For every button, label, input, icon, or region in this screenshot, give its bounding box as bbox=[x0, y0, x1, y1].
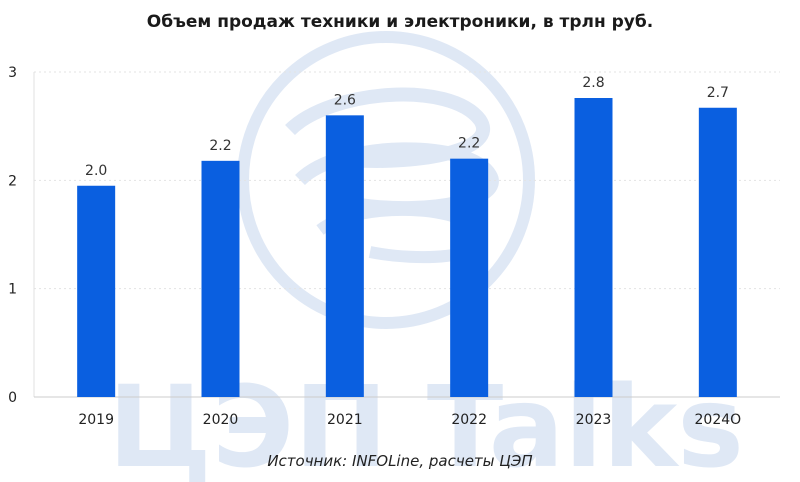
x-tick-label: 2023 bbox=[576, 412, 612, 428]
source-note: Источник: INFOLine, расчеты ЦЭП bbox=[267, 452, 533, 470]
bar-2021 bbox=[325, 115, 364, 397]
y-tick-label: 2 bbox=[8, 173, 17, 189]
data-label: 2.8 bbox=[582, 75, 604, 91]
data-label: 2.2 bbox=[458, 136, 480, 152]
x-tick-label: 2024О bbox=[695, 412, 742, 428]
x-axis: 2019 2020 2021 2022 2023 2024О bbox=[78, 412, 741, 428]
gridlines bbox=[34, 71, 780, 290]
y-tick-label: 1 bbox=[8, 282, 17, 298]
data-label: 2.2 bbox=[209, 138, 231, 154]
chart-title: Объем продаж техники и электроники, в тр… bbox=[146, 12, 654, 32]
y-tick-label: 3 bbox=[8, 65, 17, 81]
data-label: 2.7 bbox=[707, 85, 729, 101]
watermark-globe-swirl bbox=[285, 87, 490, 168]
bar-2023 bbox=[574, 98, 613, 397]
bar-2020 bbox=[201, 160, 240, 397]
x-tick-label: 2020 bbox=[203, 412, 239, 428]
bar-2024О bbox=[698, 107, 737, 397]
bar-2019 bbox=[77, 185, 116, 397]
x-tick-label: 2022 bbox=[451, 412, 487, 428]
data-label: 2.0 bbox=[85, 163, 107, 179]
x-tick-label: 2019 bbox=[78, 412, 114, 428]
y-axis: 0 1 2 3 bbox=[8, 65, 780, 406]
data-label: 2.6 bbox=[334, 92, 356, 108]
bars bbox=[77, 98, 737, 397]
x-tick-label: 2021 bbox=[327, 412, 363, 428]
bar-2022 bbox=[450, 158, 489, 397]
y-tick-label: 0 bbox=[8, 390, 17, 406]
data-labels: 2.0 2.2 2.6 2.2 2.8 2.7 bbox=[85, 75, 729, 179]
